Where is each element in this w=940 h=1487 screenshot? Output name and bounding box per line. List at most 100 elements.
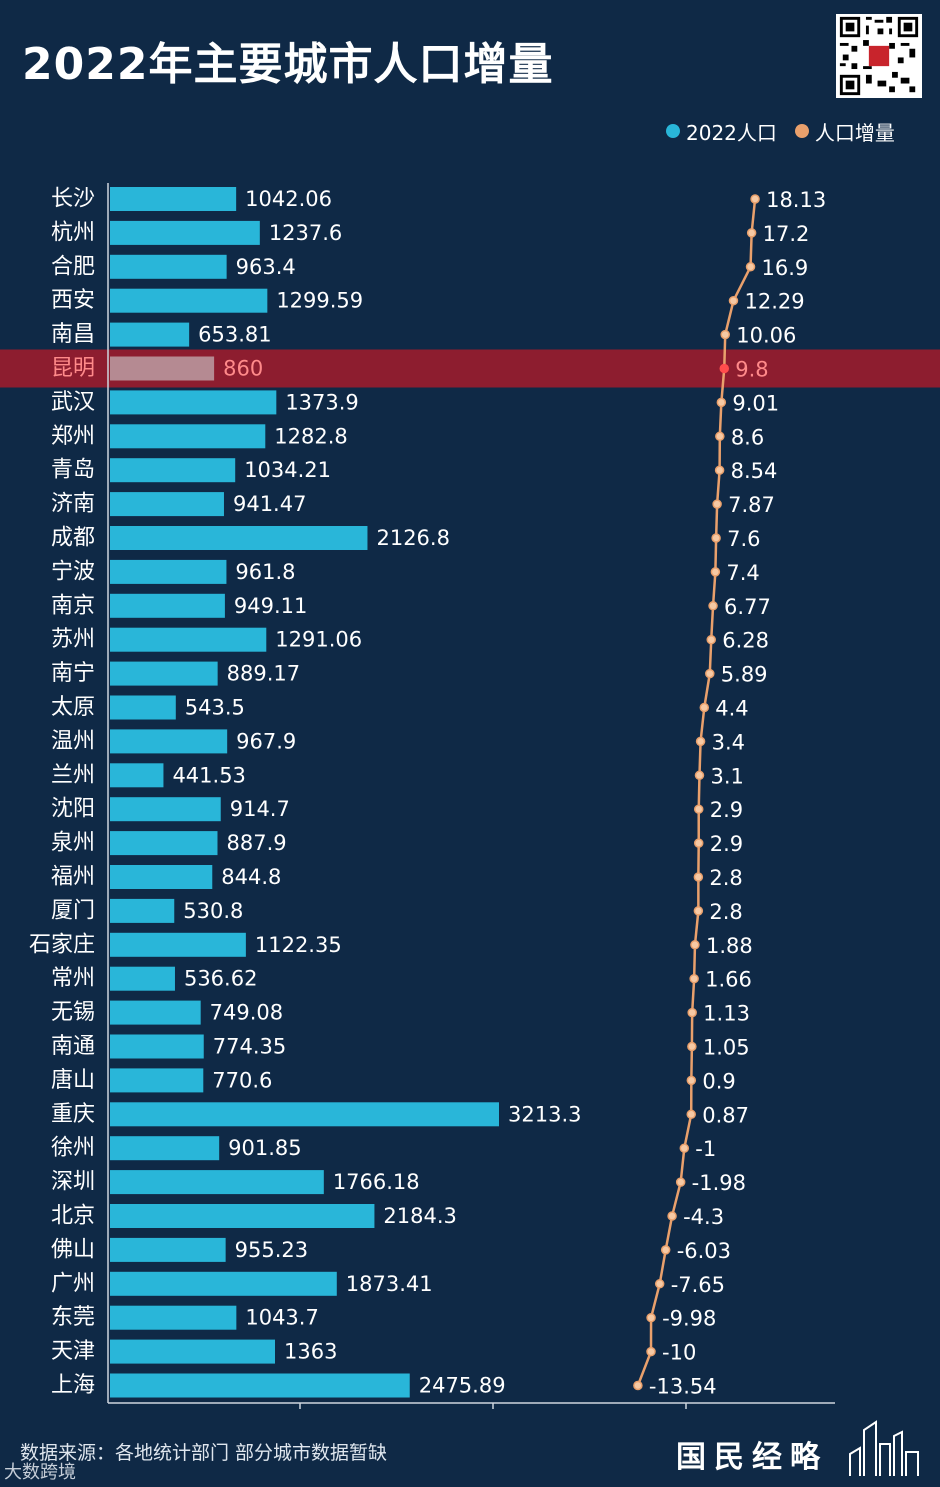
population-bar [110, 526, 368, 550]
legend-swatch-increment [794, 124, 809, 138]
category-label: 广州 [51, 1271, 95, 1296]
legend-label-increment: 人口增量 [814, 120, 895, 145]
increment-point [699, 702, 710, 713]
population-value-label: 3213.3 [508, 1102, 581, 1126]
category-label: 东莞 [51, 1305, 95, 1330]
legend-item-population[interactable]: 2022人口 [666, 117, 777, 146]
increment-point [646, 1312, 656, 1323]
increment-point [746, 228, 757, 238]
population-value-label: 1373.9 [285, 390, 358, 414]
increment-value-label: 3.4 [712, 730, 745, 754]
population-bar [110, 458, 236, 483]
category-label: 佛山 [51, 1237, 95, 1262]
category-label: 苏州 [51, 627, 95, 652]
population-value-label: 1291.06 [275, 628, 362, 652]
increment-line [636, 198, 757, 1386]
legend-label-population: 2022人口 [686, 120, 777, 145]
category-label: 南通 [51, 1034, 95, 1059]
population-value-label: 1034.21 [244, 458, 331, 482]
increment-value-label: 3.1 [710, 764, 743, 788]
population-value-label: 949.11 [234, 594, 307, 618]
population-value-label: 2184.3 [383, 1204, 456, 1228]
population-bar [110, 356, 215, 381]
population-value-label: 1766.18 [333, 1170, 420, 1194]
increment-value-label: 4.4 [715, 697, 748, 721]
population-bar [110, 1305, 237, 1330]
population-bar [110, 627, 267, 652]
chart-legend: 2022人口 人口增量 [666, 117, 895, 146]
population-value-label: 901.85 [228, 1136, 301, 1160]
population-bar [110, 254, 227, 279]
increment-point [690, 940, 700, 950]
increment-value-label: 1.66 [705, 968, 752, 992]
category-label: 常州 [51, 966, 95, 991]
population-bar [110, 1000, 201, 1025]
increment-point [714, 465, 725, 475]
increment-value-label: 7.4 [726, 561, 759, 585]
category-label: 石家庄 [29, 932, 95, 957]
increment-point [750, 194, 760, 204]
increment-value-label: 7.87 [728, 493, 775, 517]
category-label: 昆明 [51, 356, 95, 381]
population-value-label: 961.8 [235, 560, 295, 584]
increment-point [705, 668, 715, 679]
population-bar [110, 593, 225, 618]
population-value-label: 955.23 [235, 1238, 308, 1262]
population-bar [110, 932, 246, 957]
legend-item-increment[interactable]: 人口增量 [794, 117, 895, 146]
increment-point [711, 533, 721, 543]
increment-point [689, 973, 699, 984]
category-label: 青岛 [51, 458, 95, 483]
increment-value-label: -13.54 [649, 1375, 717, 1399]
increment-point [693, 906, 704, 916]
increment-value-label: 18.13 [766, 188, 826, 212]
increment-point [715, 431, 725, 442]
population-bar [110, 797, 221, 822]
population-value-label: 860 [223, 357, 263, 381]
category-label: 北京 [51, 1204, 95, 1229]
population-bar [110, 1136, 220, 1161]
population-bar [110, 390, 277, 415]
category-label: 上海 [51, 1373, 95, 1398]
population-bar [110, 1237, 226, 1262]
increment-point [687, 1041, 697, 1052]
population-value-label: 2475.89 [419, 1374, 506, 1398]
increment-value-label: -9.98 [662, 1307, 716, 1331]
population-bar [110, 1102, 499, 1127]
category-label: 温州 [51, 729, 95, 754]
increment-value-label: -1.98 [692, 1171, 746, 1195]
population-value-label: 1237.6 [269, 221, 342, 245]
population-value-label: 441.53 [172, 763, 245, 787]
population-value-label: 1122.35 [255, 933, 342, 957]
increment-value-label: 17.2 [763, 222, 810, 246]
population-bar [110, 424, 266, 449]
increment-point [687, 1007, 697, 1018]
population-bar [110, 559, 227, 584]
increment-value-label: -7.65 [671, 1273, 725, 1297]
increment-point [654, 1279, 665, 1289]
increment-point [686, 1109, 696, 1120]
qr-code-icon[interactable] [836, 14, 922, 98]
increment-point [708, 601, 718, 611]
increment-value-label: 7.6 [727, 527, 760, 551]
increment-value-label: -4.3 [683, 1205, 724, 1229]
increment-point [720, 329, 730, 340]
chart-title: 2022年主要城市人口增量 [22, 39, 554, 90]
category-label: 南京 [51, 593, 95, 618]
population-bar [110, 322, 190, 347]
population-bar [110, 695, 176, 720]
increment-point [660, 1245, 671, 1255]
increment-point [646, 1346, 656, 1357]
category-label: 郑州 [51, 424, 95, 449]
population-bar [110, 492, 224, 517]
increment-value-label: 6.28 [722, 629, 769, 653]
population-value-label: 1282.8 [274, 424, 347, 448]
increment-point [679, 1143, 690, 1153]
population-value-label: 889.17 [227, 662, 300, 686]
population-bar [110, 865, 213, 889]
category-label: 重庆 [51, 1102, 95, 1127]
increment-point [728, 295, 739, 306]
category-label: 合肥 [51, 254, 95, 279]
population-value-label: 2126.8 [376, 526, 449, 550]
